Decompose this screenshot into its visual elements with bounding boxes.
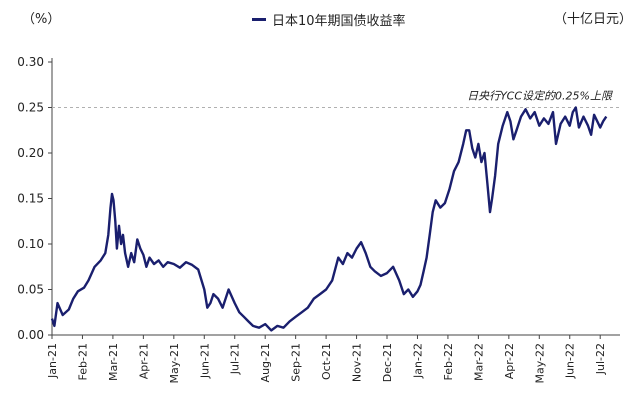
reference-line-label: 日央行YCC设定的0.25%上限 (467, 90, 613, 103)
y-tick-label: 0.20 (17, 146, 44, 160)
x-tick-label: Jun-21 (198, 343, 211, 379)
x-tick-label: Nov-21 (351, 343, 364, 382)
legend-swatch (252, 18, 266, 21)
x-tick-label: Feb-21 (76, 343, 89, 380)
secondary-axis-unit-label: （十亿日元） (553, 12, 632, 27)
x-tick-label: Jan-22 (411, 343, 424, 379)
legend-label: 日本10年期国债收益率 (272, 14, 406, 29)
y-tick-label: 0.15 (17, 192, 44, 206)
x-tick-label: Oct-21 (320, 343, 333, 380)
x-tick-label: Apr-22 (503, 343, 516, 379)
legend: 日本10年期国债收益率 (252, 10, 406, 29)
x-tick-label: Mar-21 (107, 343, 120, 381)
y-tick-label: 0.30 (17, 55, 44, 69)
y-tick-label: 0.05 (17, 283, 44, 297)
x-tick-label: Dec-21 (381, 343, 394, 382)
y-tick-label: 0.25 (17, 101, 44, 115)
x-tick-label: May-22 (533, 343, 546, 384)
x-tick-label: Jul-22 (594, 343, 607, 375)
x-tick-label: Jan-21 (46, 343, 59, 379)
x-tick-label: Mar-22 (472, 343, 485, 381)
y-axis-unit-label: （%） (22, 12, 61, 27)
x-tick-label: Jul-21 (229, 343, 242, 375)
x-tick-label: Sep-21 (290, 343, 303, 382)
y-tick-label: 0.00 (17, 328, 44, 342)
x-tick-label: Feb-22 (442, 343, 455, 380)
x-tick-label: Apr-21 (137, 343, 150, 379)
x-tick-label: Aug-21 (259, 343, 272, 382)
series-line (50, 106, 608, 332)
x-tick-label: Jun-22 (564, 343, 577, 379)
x-tick-label: May-21 (168, 343, 181, 384)
y-tick-label: 0.10 (17, 237, 44, 251)
